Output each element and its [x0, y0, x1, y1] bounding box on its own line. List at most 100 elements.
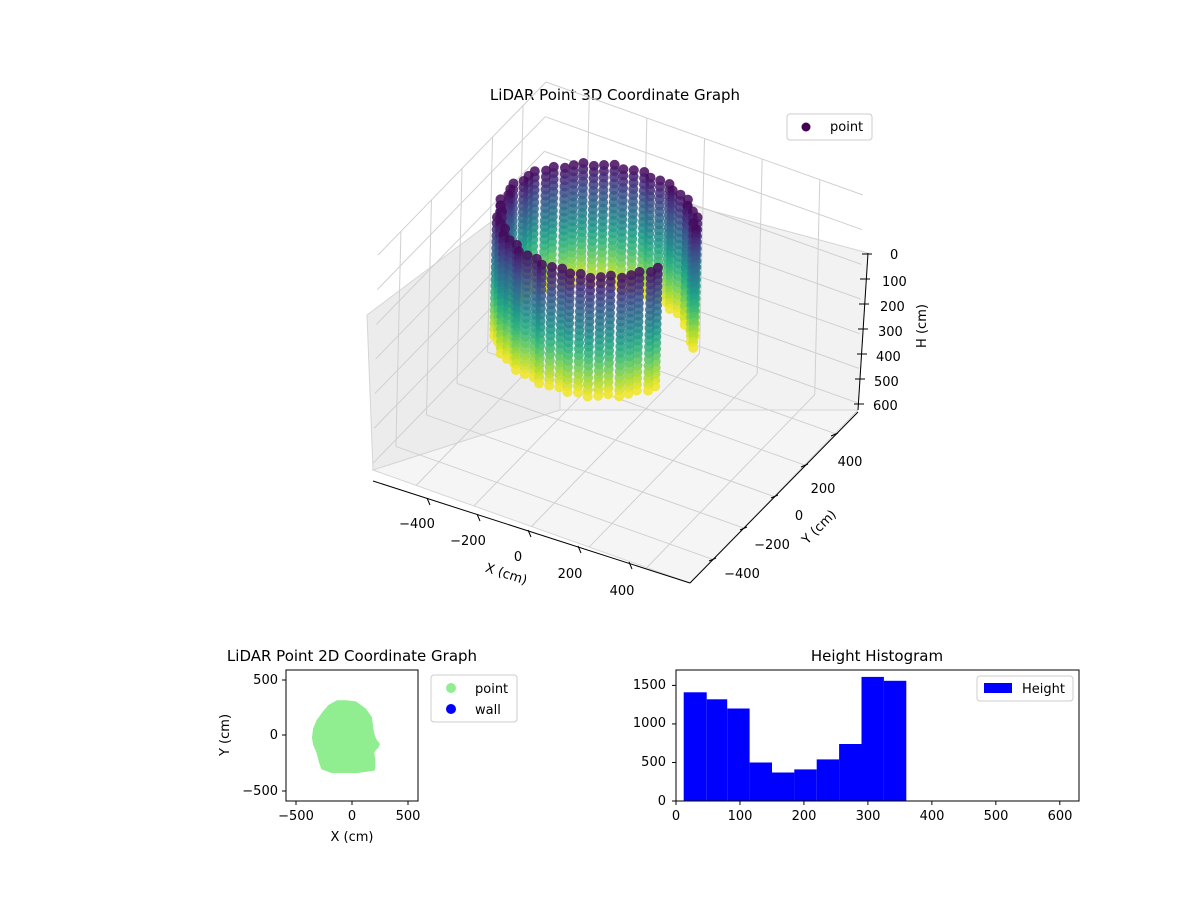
x-tick: [426, 497, 431, 506]
point-3d: [593, 390, 604, 401]
x-tick-label: 200: [792, 809, 817, 824]
gridline-floor-x: [588, 373, 758, 548]
y-tick: [739, 526, 748, 531]
legend-histogram-swatch: [984, 683, 1012, 693]
point-cloud-2d: [311, 700, 380, 774]
y-tick-label: 500: [253, 673, 278, 688]
gridline-back-x: [756, 159, 763, 375]
x-tick-label: 600: [1048, 809, 1073, 824]
y-tick: [830, 432, 839, 437]
z-ticks-3d: 0 100 200 300 400 500 600 H (cm): [854, 248, 930, 414]
plot-frame-histogram: [675, 669, 1080, 802]
point-3d: [614, 391, 625, 402]
histogram-ticks: 0 100 200 300 400 500 600 0 500 1000 150…: [633, 678, 1073, 824]
legend-histogram-label: Height: [1022, 682, 1065, 697]
z-tick-label: 200: [880, 300, 905, 315]
gridline-side-y: [425, 199, 432, 415]
x-tick: [527, 529, 532, 538]
point-3d: [603, 389, 614, 400]
histogram-bar: [839, 744, 862, 801]
histogram-bar: [683, 692, 707, 801]
point-3d: [643, 385, 654, 396]
gridline-floor-y: [456, 383, 775, 497]
point-3d: [554, 382, 565, 393]
y-tick-label: 400: [838, 455, 863, 470]
legend-wall-marker: [446, 704, 456, 714]
legend-histogram: Height: [976, 675, 1074, 702]
z-tick-label: 600: [873, 399, 898, 414]
point-3d: [631, 385, 642, 396]
x-axis-line: [372, 480, 691, 584]
point-3d: [582, 391, 593, 402]
gridline-side-y: [487, 137, 494, 353]
point-3d: [544, 380, 555, 391]
gridline-side-y: [395, 231, 402, 447]
x-tick-label: −200: [450, 534, 486, 549]
point-3d: [664, 304, 675, 314]
x-axis-label-3d: X (cm): [483, 561, 529, 589]
y-tick-label: 1000: [633, 716, 666, 731]
point-3d: [519, 369, 530, 379]
gridline-side-z: [376, 116, 546, 291]
x-tick-label: 200: [558, 567, 583, 582]
scatter-2d-points: [311, 700, 380, 774]
y-tick-label: 0: [270, 728, 278, 743]
gridline-back-x: [699, 138, 705, 354]
x-tick: [476, 513, 481, 522]
point-cloud-3d: [489, 158, 703, 402]
histogram-bars: [683, 676, 907, 801]
gridline-side-y: [456, 168, 463, 384]
point-3d: [534, 378, 545, 389]
histogram-bar: [749, 762, 772, 801]
legend-3d-marker: [801, 122, 811, 132]
chart-3d: LiDAR Point 3D Coordinate Graph −400 −20…: [366, 81, 930, 599]
histogram-bar: [861, 676, 884, 801]
x-tick-label: 100: [728, 809, 753, 824]
y-tick-label: 1500: [633, 678, 666, 693]
x-tick-label: 400: [610, 584, 635, 599]
histogram-title: Height Histogram: [811, 647, 943, 665]
legend-3d: point: [786, 113, 873, 141]
histogram-bar: [727, 708, 750, 801]
gridline-side-z: [377, 81, 547, 256]
x-tick-label: 400: [920, 809, 945, 824]
chart-2d: LiDAR Point 2D Coordinate Graph −500 0 5…: [218, 647, 518, 845]
y-tick-label: −200: [754, 538, 790, 553]
x-tick-label: 500: [396, 809, 421, 824]
histogram-bar: [883, 680, 907, 801]
point-3d: [573, 387, 583, 398]
x-tick-label: −500: [278, 809, 314, 824]
y-tick-label: 200: [811, 482, 836, 497]
chart-3d-title: LiDAR Point 3D Coordinate Graph: [490, 86, 740, 104]
y-axis-line: [689, 411, 859, 584]
y-tick: [708, 557, 717, 562]
legend-3d-label: point: [830, 120, 863, 135]
z-tick-label: 0: [890, 248, 898, 263]
z-axis-label-3d: H (cm): [915, 304, 930, 348]
ticks-2d: −500 0 500 500 0 −500 X (cm) Y (cm): [218, 673, 420, 845]
x-tick-label: 300: [856, 809, 881, 824]
chart-histogram: Height Histogram 0 100 200 300 400 500 6…: [633, 647, 1080, 824]
point-3d: [562, 387, 573, 398]
legend-point-label: point: [475, 682, 508, 697]
legend-2d: point wall: [430, 674, 518, 723]
z-tick-label: 100: [882, 275, 907, 290]
z-tick-label: 300: [878, 325, 903, 340]
gridline-back-x: [814, 179, 821, 395]
y-tick: [770, 494, 779, 499]
y-tick: [800, 463, 809, 468]
y-tick-label: −400: [724, 567, 760, 582]
point-3d: [623, 388, 634, 399]
legend-histogram-box: [976, 675, 1074, 702]
gridline-back-z: [545, 81, 864, 196]
x-tick-label: 500: [984, 809, 1009, 824]
point-3d: [688, 342, 699, 353]
x-axis-label-2d: X (cm): [331, 830, 374, 845]
y-tick-label: 0: [795, 509, 803, 524]
x-tick: [577, 545, 582, 554]
z-tick-label: 400: [876, 350, 901, 365]
point-3d: [511, 365, 521, 375]
histogram-bar: [772, 772, 795, 801]
y-tick-label: 500: [641, 755, 666, 770]
